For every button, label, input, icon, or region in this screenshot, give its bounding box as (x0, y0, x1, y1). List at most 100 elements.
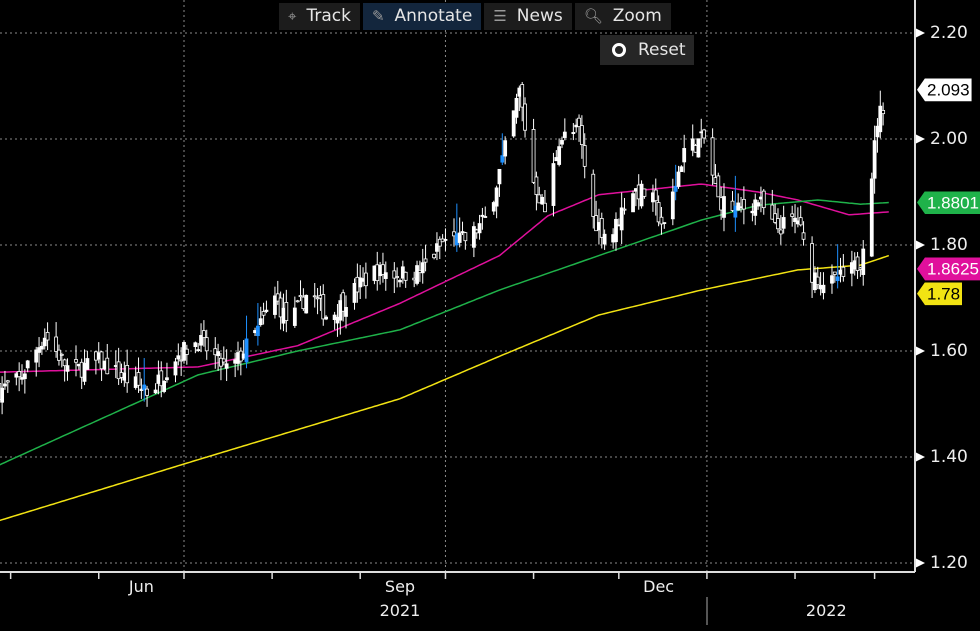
candle-body (125, 365, 130, 384)
candle-body (275, 293, 280, 302)
y-tick-label: 2.20 (930, 23, 968, 43)
candle-body (770, 204, 775, 220)
candle-body (324, 316, 329, 320)
candle-body (761, 190, 766, 209)
candle-body (577, 117, 581, 128)
candle-body (815, 276, 820, 286)
annotate-label: Annotate (394, 6, 473, 26)
candle-body (463, 232, 468, 242)
tick-marker (915, 134, 925, 144)
zoom-button[interactable]: 🔍︎ Zoom (574, 3, 671, 30)
x-month-label: Sep (384, 577, 416, 596)
candle-body (184, 348, 189, 355)
reset-label: Reset (638, 40, 686, 60)
pencil-icon: ✎ (371, 7, 385, 25)
candle-body (0, 387, 5, 403)
candle-body (753, 199, 758, 216)
tick-marker (915, 240, 925, 250)
candle-body (656, 202, 661, 223)
ma-value-tag: 1.8625 (917, 257, 980, 281)
candle-body (500, 155, 505, 163)
candle-body (741, 198, 746, 210)
candle-body (40, 345, 44, 350)
ma-value-tag: 1.8801 (917, 191, 980, 215)
candle-body (278, 297, 283, 318)
candle-body (494, 187, 499, 207)
candle-body (199, 335, 203, 346)
candle-body (716, 175, 721, 198)
candle-body (776, 218, 780, 230)
annotate-button[interactable]: ✎ Annotate (362, 3, 482, 30)
candle-body (722, 196, 726, 218)
candle-body (176, 355, 181, 360)
candle-body (471, 226, 476, 248)
candle-body (193, 342, 198, 348)
candle-body (881, 110, 886, 115)
candle-body (835, 276, 840, 282)
candle-body (37, 347, 41, 353)
candle-body (295, 300, 300, 303)
reset-button[interactable]: Reset (600, 35, 694, 65)
tick-marker (915, 346, 925, 356)
candle-body (676, 171, 681, 187)
tick-marker (915, 452, 925, 462)
candle-body (82, 363, 87, 382)
candle-body (25, 360, 30, 369)
candle-body (420, 262, 425, 274)
candle-body (352, 283, 357, 303)
candle-body (432, 253, 436, 259)
candle-body (403, 271, 408, 281)
y-tick-label: 1.80 (930, 235, 968, 255)
candle-body (381, 264, 385, 275)
candle-body (491, 202, 496, 212)
candle-body (497, 168, 502, 185)
zoom-label: Zoom (612, 6, 662, 26)
y-tick-label: 1.20 (930, 553, 968, 573)
candle-body (560, 140, 564, 145)
candle-body (136, 372, 141, 386)
magnifier-icon: 🔍︎ (583, 7, 603, 25)
candle-body (540, 196, 544, 205)
candle-body (437, 238, 442, 247)
candle-body (830, 275, 834, 284)
candle-body (42, 337, 47, 347)
candle-body (244, 338, 249, 363)
x-month-label: Jun (128, 577, 154, 596)
candle-body (659, 216, 664, 225)
candle-body (145, 388, 149, 396)
candle-body (261, 311, 266, 316)
candle-body (551, 163, 556, 206)
candle-body (304, 294, 309, 314)
candle-body (631, 193, 635, 213)
candle-body (423, 258, 428, 263)
news-label: News (516, 6, 563, 26)
candle-body (142, 384, 147, 391)
candle-body (159, 370, 164, 387)
candle-body (392, 270, 397, 279)
candle-body (273, 295, 277, 315)
candle-body (614, 218, 618, 243)
candle-body (321, 294, 326, 320)
candle-body (872, 140, 877, 179)
x-year-label: 2021 (379, 601, 421, 620)
track-button[interactable]: ⌖ Track (279, 3, 360, 30)
news-button[interactable]: ☰ News (484, 3, 572, 30)
candle-body (477, 223, 482, 234)
ma-value-tag: 1.78 (917, 282, 963, 306)
candle-body (457, 232, 462, 243)
candle-body (696, 138, 701, 158)
candle-body (511, 110, 516, 137)
candle-body (801, 232, 806, 240)
last-price-tag: 2.093 (917, 78, 972, 102)
candle-body (22, 373, 27, 380)
candle-body (682, 148, 687, 163)
candle-body (480, 214, 485, 217)
candle-body (201, 330, 206, 339)
candle-body (832, 271, 837, 275)
candle-body (358, 277, 363, 288)
candle-body (312, 295, 317, 298)
candle-body (483, 216, 488, 218)
candle-body (619, 207, 624, 231)
